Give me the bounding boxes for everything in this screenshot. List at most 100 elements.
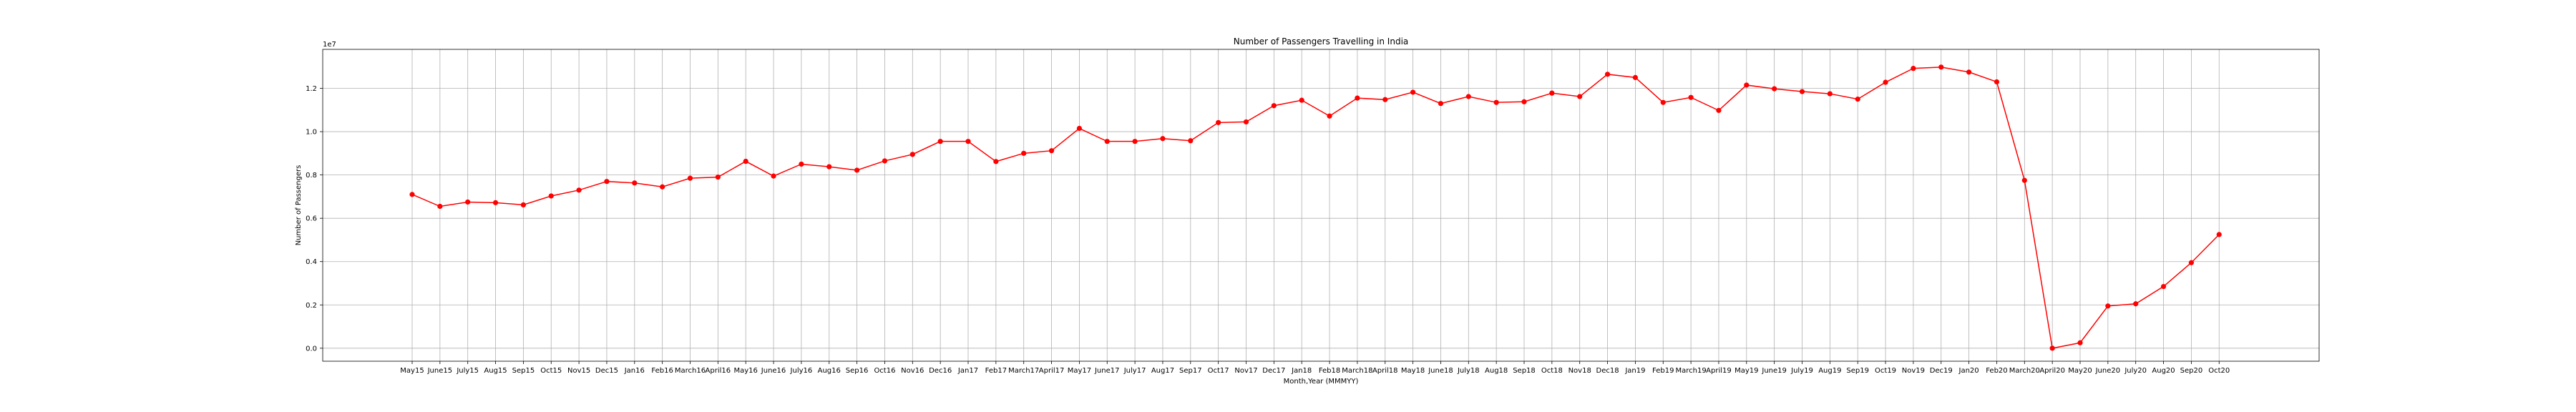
y-tick-label: 0.4 — [306, 258, 317, 266]
y-offset-label: 1e7 — [323, 41, 336, 49]
x-tick-label: Aug18 — [1485, 367, 1508, 375]
data-point — [2105, 303, 2111, 309]
data-point — [1966, 69, 1972, 75]
x-tick-label: Nov19 — [1902, 367, 1925, 375]
y-axis-ticks: 0.0 0.2 0.4 0.6 0.8 1.0 1.2 — [306, 85, 323, 353]
x-tick-label: April20 — [2039, 367, 2065, 375]
data-point — [2133, 301, 2139, 307]
x-tick-label: March16 — [675, 367, 706, 375]
data-point — [576, 187, 582, 193]
x-tick-label: July20 — [2124, 367, 2147, 375]
data-point — [1744, 82, 1750, 88]
data-point — [687, 175, 693, 181]
data-point — [1994, 79, 2000, 85]
x-tick-label: Oct18 — [1541, 367, 1563, 375]
data-point — [1048, 148, 1055, 154]
data-point — [1688, 94, 1694, 100]
data-point — [1911, 66, 1916, 72]
x-tick-label: Sep20 — [2180, 367, 2203, 375]
x-tick-label: March20 — [2009, 367, 2040, 375]
x-tick-label: Oct17 — [1208, 367, 1229, 375]
data-point — [492, 200, 499, 205]
x-tick-label: Aug19 — [1818, 367, 1841, 375]
data-point — [2160, 283, 2167, 290]
data-point — [1716, 107, 1722, 113]
data-point — [1632, 74, 1638, 80]
data-point — [1160, 136, 1166, 142]
data-point — [771, 173, 776, 179]
data-point — [1883, 79, 1888, 85]
data-point — [743, 158, 748, 165]
data-point — [1438, 101, 1444, 107]
x-tick-label: Sep15 — [512, 367, 535, 375]
data-point — [1327, 113, 1332, 119]
data-point — [2188, 260, 2194, 265]
data-point — [2216, 232, 2222, 237]
series-line — [411, 67, 2220, 349]
data-point — [909, 152, 915, 157]
data-point — [854, 167, 860, 173]
data-point — [1299, 97, 1304, 103]
x-tick-label: March19 — [1675, 367, 1706, 375]
x-tick-label: Oct15 — [540, 367, 562, 375]
x-tick-label: Nov15 — [567, 367, 590, 375]
x-tick-label: Aug17 — [1151, 367, 1174, 375]
data-point — [1410, 89, 1416, 95]
grid-lines — [323, 49, 2319, 361]
data-point — [937, 139, 943, 144]
y-tick-label: 0.2 — [306, 302, 317, 310]
x-tick-label: Feb16 — [651, 367, 673, 375]
data-point — [799, 161, 804, 167]
x-tick-label: Jan20 — [1958, 367, 1979, 375]
y-tick-label: 0.8 — [306, 172, 317, 180]
data-point — [2049, 345, 2055, 351]
x-tick-label: Dec16 — [929, 367, 952, 375]
x-tick-label: Feb17 — [985, 367, 1007, 375]
x-tick-label: July16 — [790, 367, 813, 375]
x-tick-label: June16 — [761, 367, 786, 375]
x-tick-label: March17 — [1008, 367, 1039, 375]
y-tick-label: 0.0 — [306, 345, 317, 353]
x-tick-label: Nov17 — [1234, 367, 1257, 375]
x-tick-label: Dec18 — [1596, 367, 1619, 375]
x-tick-label: Oct19 — [1875, 367, 1896, 375]
x-tick-label: Sep17 — [1179, 367, 1202, 375]
data-point — [1827, 91, 1833, 97]
data-point — [1271, 103, 1277, 109]
data-point — [1604, 72, 1611, 77]
data-point — [826, 164, 832, 170]
x-tick-label: May19 — [1735, 367, 1758, 375]
x-tick-label: June19 — [1761, 367, 1787, 375]
data-point — [2021, 177, 2027, 183]
data-point — [1855, 97, 1860, 102]
data-point — [715, 175, 721, 180]
y-tick-label: 0.6 — [306, 215, 317, 223]
x-tick-label: June20 — [2095, 367, 2121, 375]
x-tick-label: April19 — [1706, 367, 1732, 375]
data-point — [1493, 99, 1499, 105]
data-point — [1076, 125, 1082, 132]
data-point — [548, 193, 554, 199]
x-tick-label: July17 — [1123, 367, 1146, 375]
data-point — [1660, 99, 1666, 105]
data-point — [1465, 94, 1471, 99]
x-tick-label: April18 — [1372, 367, 1398, 375]
y-axis-title: Number of Passengers — [295, 165, 303, 246]
x-tick-label: Dec17 — [1262, 367, 1285, 375]
data-point — [1132, 139, 1138, 144]
x-tick-label: Nov16 — [901, 367, 924, 375]
plot-frame — [322, 49, 2320, 362]
data-point — [1216, 119, 1221, 125]
x-tick-label: May17 — [1068, 367, 1091, 375]
data-point — [993, 159, 999, 165]
x-tick-label: Aug20 — [2152, 367, 2175, 375]
data-point — [632, 180, 638, 186]
x-tick-label: Dec19 — [1930, 367, 1953, 375]
data-point — [1549, 90, 1555, 96]
x-tick-label: Jan16 — [624, 367, 645, 375]
x-tick-label: May20 — [2068, 367, 2092, 375]
x-tick-label: Aug15 — [484, 367, 507, 375]
data-point — [1938, 64, 1944, 70]
data-point — [1577, 94, 1583, 99]
